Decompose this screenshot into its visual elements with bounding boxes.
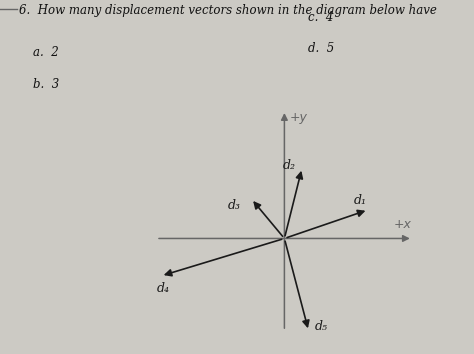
Text: d₄: d₄ — [157, 282, 170, 295]
Text: d.  5: d. 5 — [308, 42, 334, 56]
Text: d₃: d₃ — [228, 199, 241, 212]
Text: +x: +x — [393, 217, 411, 230]
Text: c.  4: c. 4 — [308, 11, 334, 24]
Text: b.  3: b. 3 — [33, 78, 59, 91]
Text: +y: +y — [290, 112, 308, 125]
Text: d₅: d₅ — [314, 320, 328, 333]
Text: 6.  How many displacement vectors shown in the diagram below have: 6. How many displacement vectors shown i… — [19, 4, 437, 17]
Text: d₂: d₂ — [283, 159, 296, 172]
Text: d₁: d₁ — [354, 194, 367, 207]
Text: a.  2: a. 2 — [33, 46, 59, 59]
